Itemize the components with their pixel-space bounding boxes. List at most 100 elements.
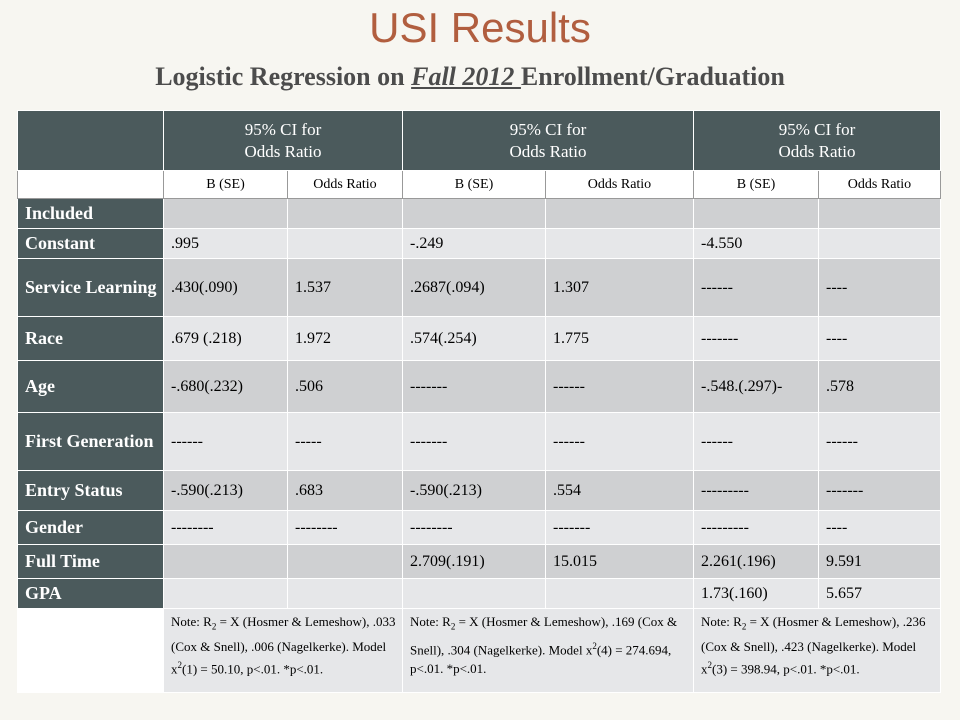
note-text: = X (Hosmer & Lemeshow), .236 (Cox & Sne…	[701, 614, 926, 654]
ci-header-1-line2: Odds Ratio	[244, 141, 322, 161]
table-cell: .995	[163, 228, 288, 259]
table-row: Service Learning .430(.090) 1.537.2687(.09…	[17, 258, 941, 317]
table-cell: -------	[693, 316, 819, 361]
note-sup: 2	[177, 659, 183, 670]
table-cell: .679 (.218)	[163, 316, 288, 361]
table-cell	[818, 198, 941, 229]
table-cell: 9.591	[818, 544, 941, 579]
row-label: Gender	[17, 510, 164, 545]
table-cell	[163, 544, 288, 579]
table-cell: 2.709(.191)	[402, 544, 546, 579]
table-row: Gender -------- -------- -------- ------- ---…	[17, 510, 941, 545]
row-label: GPA	[17, 578, 164, 609]
table-cell: 2.261(.196)	[693, 544, 819, 579]
table-cell: -------	[818, 470, 941, 511]
table-cell: 1.972	[287, 316, 403, 361]
col-header: Odds Ratio	[545, 170, 694, 199]
subtitle-prefix: Logistic Regression on	[155, 62, 412, 91]
note-sub: 2	[211, 621, 217, 632]
model-note-3: Note: R2 = X (Hosmer & Lemeshow), .236 (…	[693, 608, 941, 693]
table-cell	[287, 578, 403, 609]
note-text: Note: R	[171, 614, 212, 629]
note-text: Note: R	[701, 614, 742, 629]
table-cell: ---------	[693, 510, 819, 545]
table-cell	[545, 578, 694, 609]
table-cell: -.249	[402, 228, 546, 259]
table-row: Race .679 (.218) 1.972.574(.254) 1.775 -----…	[17, 316, 941, 361]
note-text: = X (Hosmer & Lemeshow), .169 (Cox & Sne…	[410, 614, 678, 657]
note-chi: x	[701, 660, 708, 676]
row-label: Entry Status	[17, 470, 164, 511]
table-cell: -------	[402, 360, 546, 413]
table-cell	[818, 228, 941, 259]
table-row: Entry Status -.590(.213) .683 -.590(.213) .5…	[17, 470, 941, 511]
row-label: First Generation	[17, 412, 164, 471]
table-cell: ------	[693, 412, 819, 471]
table-cell: -------	[402, 412, 546, 471]
table-cell: -.590(.213)	[163, 470, 288, 511]
note-chi: x	[585, 641, 593, 657]
note-text: = X (Hosmer & Lemeshow), .033 (Cox & Sne…	[171, 614, 396, 654]
subtitle-term: Fall 2012	[411, 62, 521, 91]
note-chi: x	[171, 660, 178, 676]
regression-table: 95% CI for Odds Ratio 95% CI for Odds Rati…	[17, 110, 941, 693]
notes-blank	[17, 608, 164, 693]
table-cell: .2687(.094)	[402, 258, 546, 317]
notes-row: Note: R2 = X (Hosmer & Lemeshow), .033 (…	[17, 608, 941, 693]
table-cell: .554	[545, 470, 694, 511]
row-label: Race	[17, 316, 164, 361]
table-row: First Generation ------ ----- ------- ------…	[17, 412, 941, 471]
table-cell: 1.537	[287, 258, 403, 317]
ci-header-3: 95% CI for Odds Ratio	[693, 110, 941, 171]
table-cell: .578	[818, 360, 941, 413]
ci-header-1-line1: 95% CI for	[244, 119, 322, 139]
table-cell	[402, 198, 546, 229]
ci-header-row: 95% CI for Odds Ratio 95% CI for Odds Rati…	[17, 110, 941, 171]
table-cell: -.590(.213)	[402, 470, 546, 511]
row-label: Age	[17, 360, 164, 413]
header-corner	[17, 110, 164, 171]
table-cell: --------	[163, 510, 288, 545]
note-sub: 2	[450, 621, 456, 632]
table-cell: -4.550	[693, 228, 819, 259]
ci-header-3-line2: Odds Ratio	[778, 141, 856, 161]
table-cell: --------	[287, 510, 403, 545]
col-header: B (SE)	[693, 170, 819, 199]
table-cell: -.680(.232)	[163, 360, 288, 413]
model-note-2: Note: R2 = X (Hosmer & Lemeshow), .169 (…	[402, 608, 694, 693]
table-cell: ------	[545, 360, 694, 413]
row-label: Constant	[17, 228, 164, 259]
row-label: Full Time	[17, 544, 164, 579]
table-cell: .430(.090)	[163, 258, 288, 317]
note-sub: 2	[741, 621, 747, 632]
table-cell: ---------	[693, 470, 819, 511]
slide-subtitle: Logistic Regression on Fall 2012 Enrollm…	[0, 60, 940, 94]
table-cell	[163, 578, 288, 609]
table-cell: ----	[818, 258, 941, 317]
table-cell	[163, 198, 288, 229]
row-label: Service Learning	[17, 258, 164, 317]
table-row: Age -.680(.232) .506 ------- ------ -.548.(.2…	[17, 360, 941, 413]
col-header: Odds Ratio	[287, 170, 403, 199]
table-cell: ------	[818, 412, 941, 471]
table-cell	[287, 228, 403, 259]
table-cell: ------	[163, 412, 288, 471]
note-text: (3) = 398.94, p<.01. *p<.01.	[712, 660, 860, 676]
col-header: B (SE)	[402, 170, 546, 199]
model-note-1: Note: R2 = X (Hosmer & Lemeshow), .033 (…	[163, 608, 403, 693]
note-text: (1) = 50.10, p<.01. *p<.01.	[182, 660, 324, 676]
table-cell: 15.015	[545, 544, 694, 579]
table-cell: ----	[818, 316, 941, 361]
table-row: Full Time 2.709(.191) 15.015 2.261(.196) 9.5…	[17, 544, 941, 579]
subtitle-suffix: Enrollment/Graduation	[520, 62, 785, 91]
col-header: B (SE)	[163, 170, 288, 199]
sub-header-blank	[17, 170, 164, 199]
ci-header-1: 95% CI for Odds Ratio	[163, 110, 403, 171]
table-cell: -------	[545, 510, 694, 545]
slide-title: USI Results	[369, 4, 591, 51]
table-cell	[287, 544, 403, 579]
table-cell: ------	[545, 412, 694, 471]
note-sup: 2	[707, 659, 713, 670]
ci-header-2: 95% CI for Odds Ratio	[402, 110, 694, 171]
table-cell: -----	[287, 412, 403, 471]
